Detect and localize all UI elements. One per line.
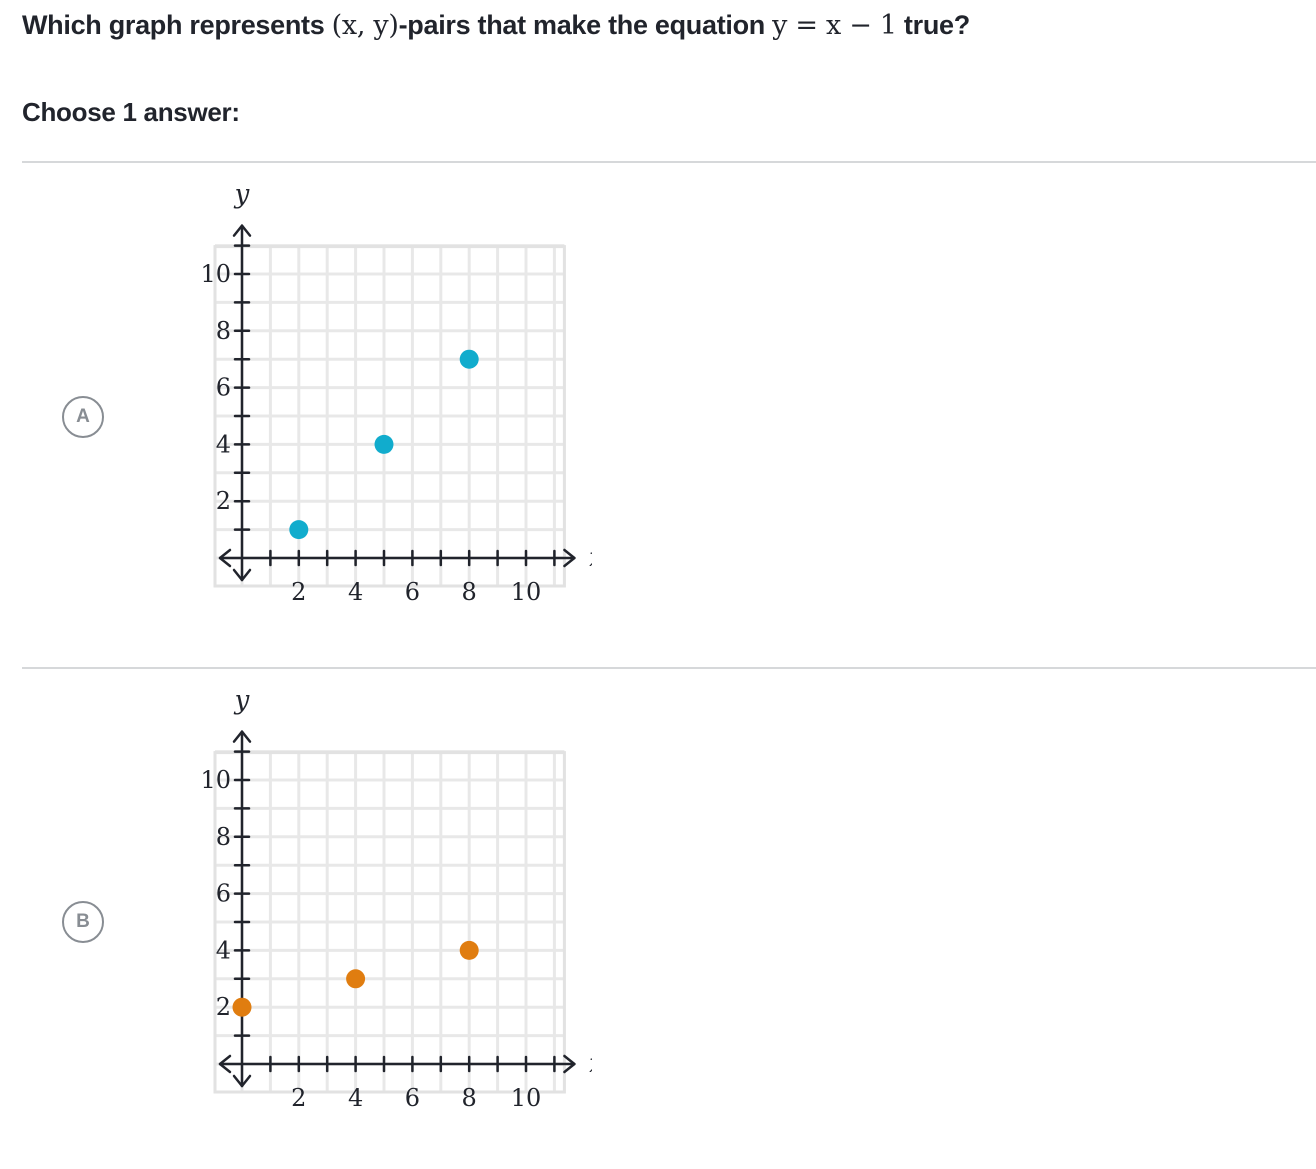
data-point [232,997,252,1017]
x-tick-label: 4 [348,578,363,606]
x-arrow-left [218,1054,232,1074]
choice-b-letter[interactable]: B [62,901,104,943]
x-axis-label: x [589,543,592,573]
x-arrow-left [218,548,232,568]
x-arrow-right [563,548,576,568]
x-tick-label: 8 [462,578,477,606]
divider-top [22,161,1316,163]
grid [213,750,566,1094]
y-axis-label: y [234,686,250,716]
choice-a-graph: 2 4 6 8 10 2 4 6 8 10 x y [200,180,592,606]
answer-prompt: Choose 1 answer: [22,97,240,127]
y-tick-label: 6 [216,880,231,908]
data-point [346,969,366,989]
axes [218,730,576,1088]
x-axis-label: x [589,1049,592,1079]
x-tick-label: 2 [291,1084,306,1112]
choice-a-letter[interactable]: A [62,396,104,438]
x-tick-label: 4 [348,1084,363,1112]
y-arrow-up [232,730,252,743]
question-suffix: true? [896,10,970,40]
y-tick-label: 2 [216,487,231,515]
y-arrow-up [232,224,252,237]
question-text: Which graph represents (x, y)-pairs that… [22,10,970,41]
x-arrow-right [563,1054,576,1074]
axes [218,224,576,582]
x-tick-label: 8 [462,1084,477,1112]
x-tick-label: 6 [405,1084,420,1112]
y-tick-label: 8 [216,823,231,851]
question-middle: -pairs that make the equation [398,10,773,40]
y-tick-label: 10 [200,260,231,288]
choice-a[interactable]: A 2 4 6 8 10 2 4 6 8 10 x y [22,163,1316,663]
data-point [374,434,394,454]
grid [213,244,566,588]
data-point [289,520,309,540]
x-tick-label: 10 [511,578,542,606]
choice-b[interactable]: B 2 4 6 8 10 2 4 6 8 10 x y [22,669,1316,1169]
y-tick-label: 6 [216,374,231,402]
data-points [232,940,479,1017]
y-axis-label: y [234,180,250,210]
data-points [289,349,479,540]
y-tick-label: 4 [216,936,231,964]
y-tick-label: 2 [216,993,231,1021]
question-prefix: Which graph represents [22,10,332,40]
x-tick-label: 2 [291,578,306,606]
choice-b-graph: 2 4 6 8 10 2 4 6 8 10 x y [200,686,592,1112]
question-pair-math: (x, y) [331,10,399,41]
y-arrow-down [232,1074,252,1088]
y-tick-label: 10 [200,766,231,794]
y-tick-label: 4 [216,430,231,458]
x-tick-label: 6 [405,578,420,606]
data-point [459,349,479,369]
y-tick-label: 8 [216,317,231,345]
grid-border [213,245,566,588]
grid-border [213,751,566,1094]
question-equation-math: y = x − 1 [772,10,897,41]
divider-middle [22,667,1316,669]
data-point [459,940,479,960]
x-tick-label: 10 [511,1084,542,1112]
y-arrow-down [232,568,252,582]
